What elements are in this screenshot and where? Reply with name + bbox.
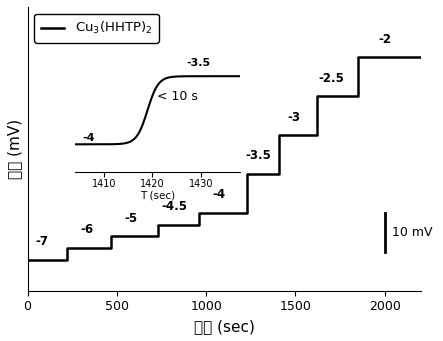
Y-axis label: 电位 (mV): 电位 (mV): [7, 119, 22, 179]
Text: -6: -6: [80, 223, 93, 236]
Text: -5: -5: [124, 212, 138, 225]
Legend: Cu$_3$(HHTP)$_2$: Cu$_3$(HHTP)$_2$: [34, 14, 159, 43]
Text: -4: -4: [212, 188, 225, 201]
Text: -7: -7: [35, 235, 48, 248]
Text: 10 mV: 10 mV: [392, 226, 432, 239]
X-axis label: 时间 (sec): 时间 (sec): [194, 319, 254, 334]
Text: -2.5: -2.5: [318, 72, 344, 85]
Text: -3: -3: [287, 110, 300, 123]
Text: -3.5: -3.5: [245, 149, 271, 162]
Text: -4.5: -4.5: [161, 200, 187, 213]
Text: -2: -2: [378, 33, 391, 46]
